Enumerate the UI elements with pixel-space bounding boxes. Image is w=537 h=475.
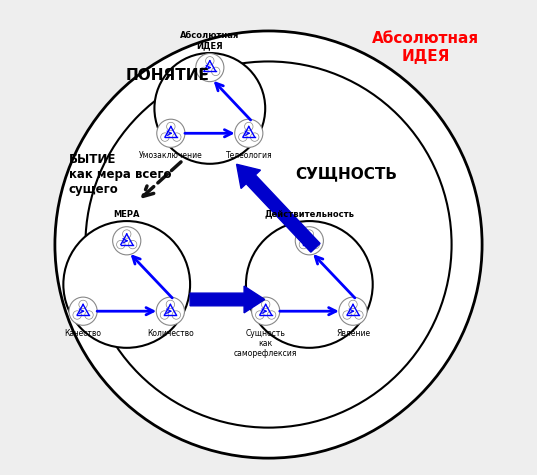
- Circle shape: [172, 311, 180, 319]
- Circle shape: [246, 221, 373, 348]
- Text: Сущность
как
саморефлексия: Сущность как саморефлексия: [234, 329, 297, 358]
- Circle shape: [295, 227, 323, 255]
- Circle shape: [122, 230, 131, 238]
- Circle shape: [349, 300, 357, 309]
- Circle shape: [79, 300, 88, 309]
- Circle shape: [343, 311, 351, 319]
- Circle shape: [113, 227, 141, 255]
- FancyArrow shape: [190, 286, 265, 313]
- Circle shape: [311, 240, 320, 249]
- Circle shape: [256, 311, 264, 319]
- Circle shape: [206, 57, 214, 65]
- Text: Абсолютная
ИДЕЯ: Абсолютная ИДЕЯ: [372, 31, 480, 64]
- Text: ПОНЯТИЕ: ПОНЯТИЕ: [125, 68, 209, 83]
- Circle shape: [244, 122, 253, 131]
- Circle shape: [200, 67, 208, 76]
- Circle shape: [262, 300, 270, 309]
- Circle shape: [212, 67, 220, 76]
- Circle shape: [305, 230, 314, 238]
- Circle shape: [267, 311, 276, 319]
- Text: СУЩНОСТЬ: СУЩНОСТЬ: [295, 167, 397, 181]
- Text: Количество: Количество: [147, 329, 194, 338]
- Circle shape: [339, 297, 367, 325]
- Circle shape: [161, 133, 169, 141]
- Circle shape: [85, 311, 93, 319]
- Circle shape: [155, 53, 265, 164]
- Text: Умозаключение: Умозаключение: [139, 151, 203, 160]
- Circle shape: [166, 122, 175, 131]
- Circle shape: [128, 240, 137, 249]
- Circle shape: [55, 31, 482, 458]
- Circle shape: [299, 240, 308, 249]
- Text: Явление: Явление: [336, 329, 370, 338]
- Circle shape: [250, 133, 259, 141]
- Circle shape: [355, 311, 363, 319]
- Circle shape: [252, 297, 280, 325]
- Text: Качество: Качество: [64, 329, 101, 338]
- Circle shape: [63, 221, 190, 348]
- Circle shape: [73, 311, 82, 319]
- Text: Абсолютная
ИДЕЯ: Абсолютная ИДЕЯ: [180, 31, 240, 50]
- Text: МЕРА: МЕРА: [113, 210, 140, 218]
- Circle shape: [160, 311, 169, 319]
- Circle shape: [195, 54, 224, 82]
- Circle shape: [172, 133, 181, 141]
- Circle shape: [235, 119, 263, 147]
- Circle shape: [157, 119, 185, 147]
- Circle shape: [238, 133, 247, 141]
- Circle shape: [166, 300, 175, 309]
- Circle shape: [156, 297, 185, 325]
- Circle shape: [117, 240, 125, 249]
- Text: БЫТИЕ
как мера всего
сущего: БЫТИЕ как мера всего сущего: [69, 152, 171, 196]
- FancyArrow shape: [237, 164, 320, 252]
- Text: Телеология: Телеология: [226, 151, 272, 160]
- Text: Действительность: Действительность: [264, 210, 354, 218]
- Circle shape: [69, 297, 97, 325]
